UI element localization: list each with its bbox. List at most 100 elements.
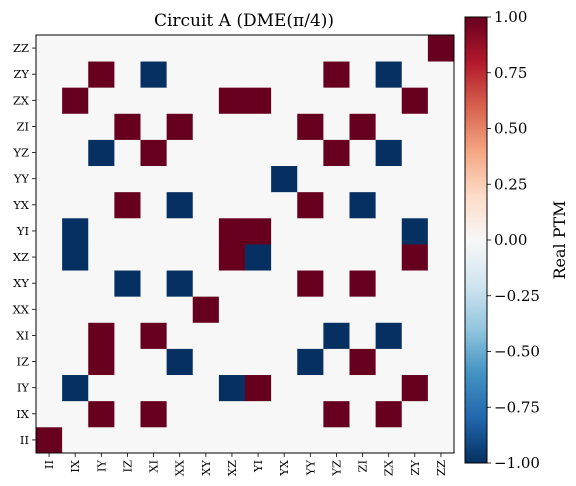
y-tick-label: XY (13, 276, 29, 290)
heatmap-cell-YY-ZI (349, 165, 377, 193)
heatmap-cell-XY-ZI (349, 270, 377, 297)
heatmap-cell-II-IX (62, 426, 89, 454)
heatmap-cell-IX-IZ (114, 400, 141, 428)
heatmap-cell-XX-XZ (218, 296, 246, 323)
heatmap-cell-XX-YY (297, 296, 324, 323)
heatmap-cell-ZY-YI (245, 61, 272, 88)
heatmap-cell-XX-IY (88, 296, 115, 323)
heatmap-cell-ZX-ZY (401, 87, 429, 114)
heatmap-cell-XX-II (36, 296, 63, 323)
heatmap-cell-ZY-ZZ (427, 61, 455, 88)
heatmap-cell-YZ-ZX (375, 139, 403, 167)
x-tick-label: IY (94, 460, 108, 473)
x-tick-label: ZI (356, 460, 370, 473)
heatmap-cell-IX-ZY (401, 400, 429, 428)
heatmap-cell-YY-ZY (401, 165, 429, 193)
heatmap-cell-YZ-YZ (323, 139, 350, 167)
heatmap-cell-YZ-XI (140, 139, 168, 167)
heatmap-cell-ZI-XZ (218, 113, 246, 140)
heatmap-cell-IX-XX (166, 400, 194, 428)
heatmap-cell-IY-ZI (349, 374, 377, 402)
heatmap-cell-XI-IX (62, 322, 89, 349)
heatmap-cell-ZI-IY (88, 113, 115, 140)
heatmap-cell-XI-IY (88, 322, 115, 349)
heatmap-cell-XX-XX (166, 296, 194, 323)
heatmap-cell-ZX-XZ (218, 87, 246, 114)
heatmap-cell-YX-YY (297, 191, 324, 219)
heatmap-cell-YY-XX (166, 165, 194, 193)
heatmap-cell-IZ-XX (166, 348, 194, 376)
heatmap-cell-YI-ZX (375, 217, 403, 245)
heatmap-cell-ZI-YZ (323, 113, 350, 140)
colorbar-tick-label: −0.75 (494, 398, 540, 416)
y-tick-label: YY (13, 172, 30, 186)
heatmap-cell-XZ-ZI (349, 244, 377, 271)
colorbar-label: Real PTM (550, 200, 569, 279)
heatmap-cell-XY-YI (245, 270, 272, 297)
heatmap-cell-ZY-XI (140, 61, 168, 88)
heatmap-cell-IZ-ZZ (427, 348, 455, 376)
heatmap-cell-YZ-XX (166, 139, 194, 167)
heatmap-cell-ZX-XY (192, 87, 220, 114)
heatmap-cell-ZX-ZZ (427, 87, 455, 114)
heatmap-cell-IY-IY (88, 374, 115, 402)
heatmap-cell-YI-XX (166, 217, 194, 245)
heatmap-cell-IX-XI (140, 400, 168, 428)
heatmap-cell-XY-ZZ (427, 270, 455, 297)
heatmap-cell-IX-ZX (375, 400, 403, 428)
x-tick-label: XI (147, 460, 161, 473)
heatmap-cell-YY-YI (245, 165, 272, 193)
heatmap-cell-XX-YZ (323, 296, 350, 323)
heatmap-cell-IX-II (36, 400, 63, 428)
heatmap-cell-YX-ZY (401, 191, 429, 219)
heatmap-cell-IZ-XI (140, 348, 168, 376)
y-tick-label: IZ (16, 355, 29, 369)
heatmap-cell-YZ-IY (88, 139, 115, 167)
colorbar-tick-label: −1.00 (494, 454, 540, 472)
heatmap-cell-IZ-YY (297, 348, 324, 376)
heatmap-cell-II-XY (192, 426, 220, 454)
heatmap-cell-YY-YX (271, 165, 298, 193)
heatmap-cell-YY-XZ (218, 165, 246, 193)
heatmap-cell-II-ZI (349, 426, 377, 454)
heatmap-cell-ZY-IZ (114, 61, 141, 88)
heatmap-cell-YY-IZ (114, 165, 141, 193)
heatmap-cell-ZX-ZX (375, 87, 403, 114)
heatmap-cell-YX-YX (271, 191, 298, 219)
y-axis: II IX IY IZ XI XX XY XZ YI YX YY YZ ZI ZX ZY ZZ (12, 41, 36, 447)
heatmap-cell-IX-YY (297, 400, 324, 428)
heatmap-cell-YY-XY (192, 165, 220, 193)
colorbar (464, 16, 488, 464)
heatmap-cell-ZI-IX (62, 113, 89, 140)
y-tick-label: YI (16, 224, 29, 238)
heatmap-cell-XZ-YX (271, 244, 298, 271)
colorbar-tick-label: 0.00 (494, 231, 527, 249)
heatmap-cell-XZ-XZ (218, 244, 246, 271)
heatmap-cell-IY-XX (166, 374, 194, 402)
heatmap-cell-ZZ-YY (297, 35, 324, 62)
x-tick-label: XY (199, 460, 213, 476)
heatmap-cell-XX-YI (245, 296, 272, 323)
heatmap-cell-XY-IY (88, 270, 115, 297)
x-tick-label: XZ (225, 460, 239, 476)
heatmap-cell-IY-YI (245, 374, 272, 402)
chart-title: Circuit A (DME(π/4)) (154, 11, 334, 31)
heatmap-cell-YY-IX (62, 165, 89, 193)
heatmap-cell-XX-ZX (375, 296, 403, 323)
x-tick-label: IX (68, 459, 82, 473)
heatmap-cell-ZI-YI (245, 113, 272, 140)
colorbar-tick-label: 0.75 (494, 64, 527, 82)
heatmap-cell-ZI-XY (192, 113, 220, 140)
heatmap-cell-XI-YI (245, 322, 272, 349)
heatmap-cell-XI-ZZ (427, 322, 455, 349)
x-tick-label: YX (277, 459, 291, 477)
heatmap-cell-XI-ZX (375, 322, 403, 349)
heatmap-cell-IY-XZ (218, 374, 246, 402)
heatmap-cell-IY-II (36, 374, 63, 402)
heatmap-cell-IZ-YZ (323, 348, 350, 376)
heatmap-cell-XI-XX (166, 322, 194, 349)
x-tick-label: ZY (408, 460, 422, 476)
x-tick-label: YI (251, 460, 265, 473)
heatmap-cell-ZX-YX (271, 87, 298, 114)
heatmap-cell-XI-YY (297, 322, 324, 349)
